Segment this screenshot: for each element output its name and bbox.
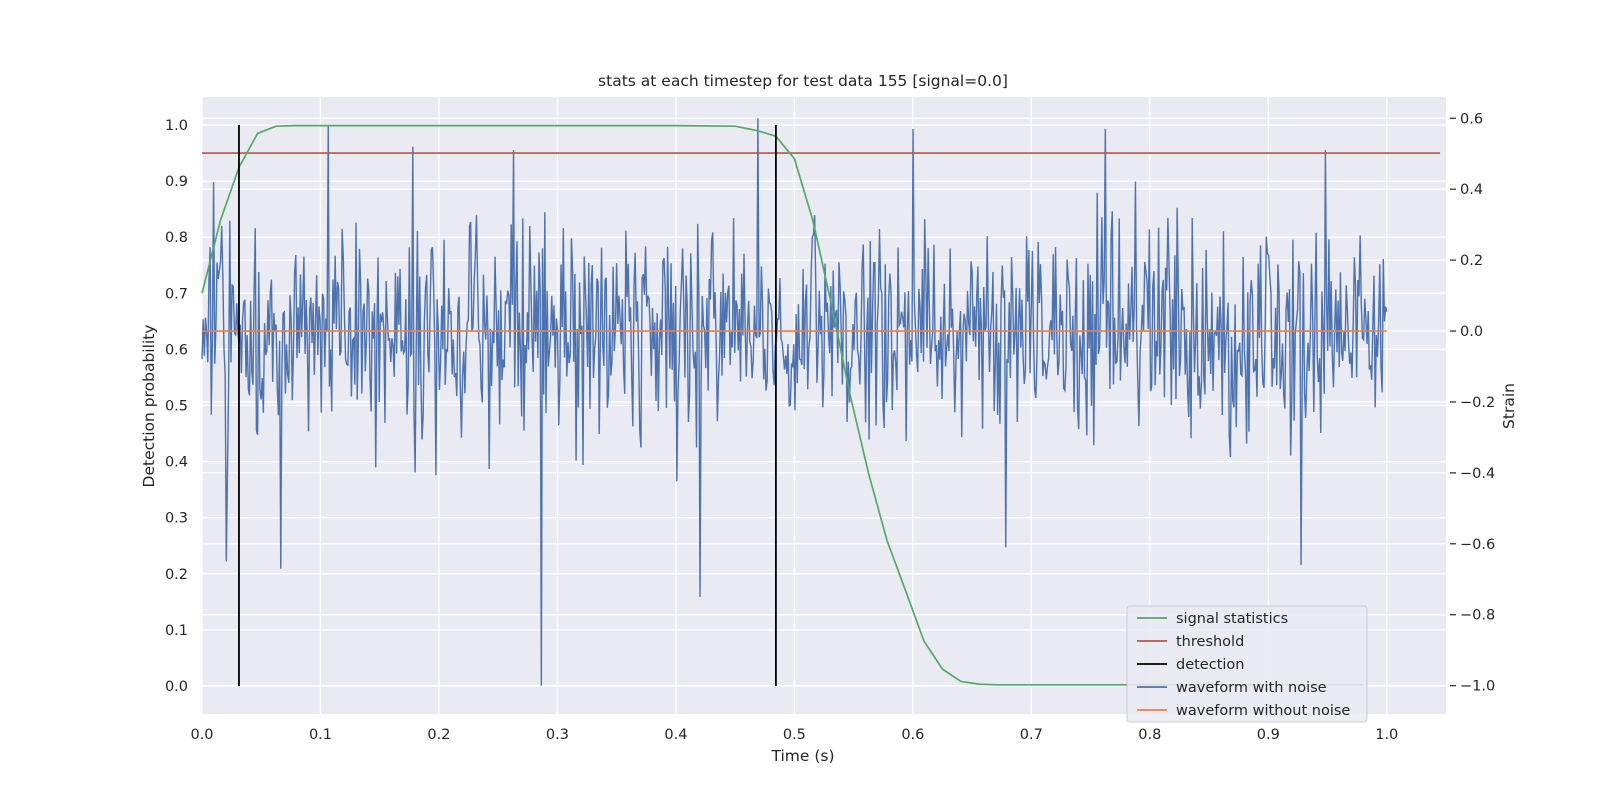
legend-label: threshold (1176, 634, 1244, 650)
y-right-tick-label: 0.6 (1460, 111, 1483, 127)
x-tick-label: 0.4 (664, 727, 687, 743)
y-right-tick-label: 0.2 (1460, 253, 1483, 269)
y-right-tick-label: −0.6 (1460, 537, 1495, 553)
y-right-tick-label: 0.4 (1460, 182, 1483, 198)
x-tick-label: 0.9 (1257, 727, 1280, 743)
x-tick-label: 0.3 (546, 727, 569, 743)
x-tick-label: 0.2 (427, 727, 450, 743)
x-tick-label: 0.8 (1138, 727, 1161, 743)
chart-title: stats at each timestep for test data 155… (598, 72, 1008, 90)
y-left-tick-label: 0.1 (165, 623, 188, 639)
y-left-tick-label: 0.6 (165, 342, 188, 358)
x-tick-label: 0.1 (309, 727, 332, 743)
y-left-axis-ticks: 0.0 0.1 0.2 0.3 0.4 0.5 0.6 0.7 0.8 0.9 1.0 (165, 118, 188, 695)
x-tick-label: 0.0 (190, 727, 213, 743)
y-right-tick-label: −0.2 (1460, 395, 1495, 411)
series-waveform-with-noise (201, 118, 1388, 686)
y-right-tick-label: 0.0 (1460, 324, 1483, 340)
y-left-tick-label: 0.3 (165, 511, 188, 527)
x-axis-title: Time (s) (770, 747, 834, 765)
y-left-tick-label: 0.7 (165, 286, 188, 302)
legend-box (1126, 605, 1368, 723)
x-tick-label: 0.7 (1020, 727, 1043, 743)
x-tick-label: 0.6 (901, 727, 924, 743)
y-right-tick-label: −0.8 (1460, 608, 1495, 624)
y-left-tick-label: 0.8 (165, 230, 188, 246)
y-right-tick-label: −0.4 (1460, 466, 1495, 482)
y-left-tick-label: 1.0 (165, 118, 188, 134)
y-left-tick-label: 0.2 (165, 567, 188, 583)
legend-label: waveform without noise (1176, 703, 1350, 719)
y-left-tick-label: 0.9 (165, 174, 188, 190)
y-right-axis-title: Strain (1500, 383, 1518, 429)
legend: signal statistics threshold detection wavef… (1126, 605, 1368, 723)
y-right-axis-ticks: −1.0 −0.8 −0.6 −0.4 −0.2 0.0 0.2 0.4 0.6 (1450, 111, 1495, 695)
legend-label: signal statistics (1176, 611, 1288, 627)
x-axis-ticks: 0.0 0.1 0.2 0.3 0.4 0.5 0.6 0.7 0.8 0.9 1.0 (190, 727, 1398, 743)
y-left-tick-label: 0.0 (165, 679, 188, 695)
y-left-tick-label: 0.5 (165, 399, 188, 415)
series-signal-statistics (201, 124, 1364, 686)
x-tick-label: 1.0 (1375, 727, 1398, 743)
x-tick-label: 0.5 (783, 727, 806, 743)
y-left-tick-label: 0.4 (165, 455, 188, 471)
y-right-tick-label: −1.0 (1460, 679, 1495, 695)
series-layer (201, 118, 1441, 686)
legend-label: waveform with noise (1176, 680, 1327, 696)
y-left-axis-title: Detection probability (140, 325, 158, 488)
legend-label: detection (1176, 657, 1244, 673)
